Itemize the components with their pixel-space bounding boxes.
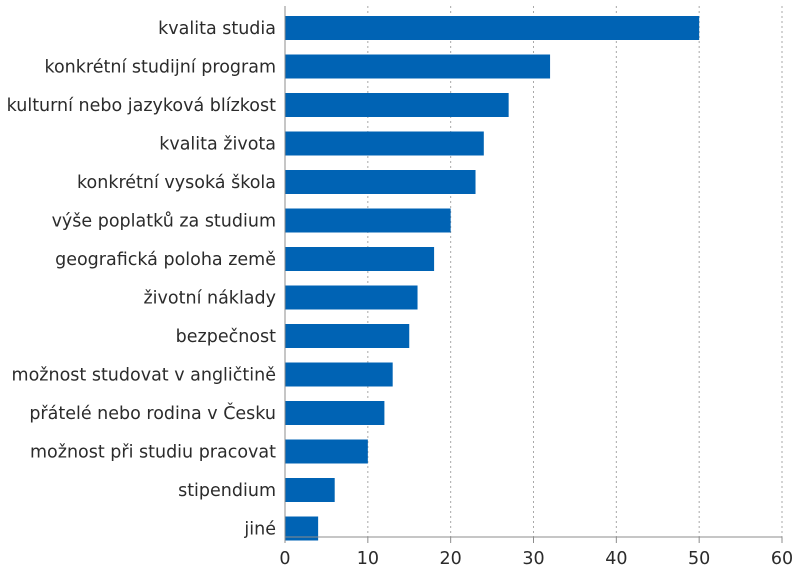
x-tick-label: 30	[522, 549, 544, 569]
category-label: kvalita studia	[158, 19, 276, 39]
bar	[285, 401, 385, 425]
bar	[285, 324, 410, 348]
bar	[285, 439, 368, 464]
x-tick-label: 60	[771, 549, 793, 569]
category-label: stipendium	[178, 481, 276, 501]
bar	[285, 170, 476, 194]
category-label: výše poplatků za studium	[52, 212, 276, 232]
category-label: konkrétní vysoká škola	[77, 173, 276, 193]
bar	[285, 208, 451, 233]
grid-layer	[367, 6, 783, 537]
category-label: jiné	[243, 520, 276, 540]
bar	[285, 16, 700, 40]
bar	[285, 362, 393, 387]
x-tick-label: 20	[440, 549, 462, 569]
x-tick-label: 40	[605, 549, 627, 569]
category-label: přátelé nebo rodina v Česku	[29, 402, 276, 424]
category-label: kvalita života	[159, 135, 276, 155]
axis-layer: 0 10 20 30 40 50 60	[279, 6, 793, 569]
category-label-layer: kvalita studia konkrétní studijní program…	[7, 19, 276, 540]
bar	[285, 131, 484, 156]
category-label: životní náklady	[144, 289, 277, 309]
category-label: konkrétní studijní program	[44, 58, 276, 78]
category-label: bezpečnost	[176, 327, 276, 347]
category-label: kulturní nebo jazyková blízkost	[7, 96, 276, 116]
bar	[285, 285, 418, 310]
x-tick-label: 0	[279, 549, 290, 569]
x-tick-label: 50	[688, 549, 710, 569]
bar	[285, 478, 335, 502]
category-label: možnost při studiu pracovat	[30, 443, 276, 463]
x-tick-label: 10	[357, 549, 379, 569]
bar	[285, 247, 435, 271]
bar	[285, 93, 509, 117]
category-label: geografická poloha země	[55, 250, 276, 270]
category-label: možnost studovat v angličtině	[12, 366, 276, 386]
bar	[285, 54, 551, 79]
bar-layer	[285, 16, 700, 541]
